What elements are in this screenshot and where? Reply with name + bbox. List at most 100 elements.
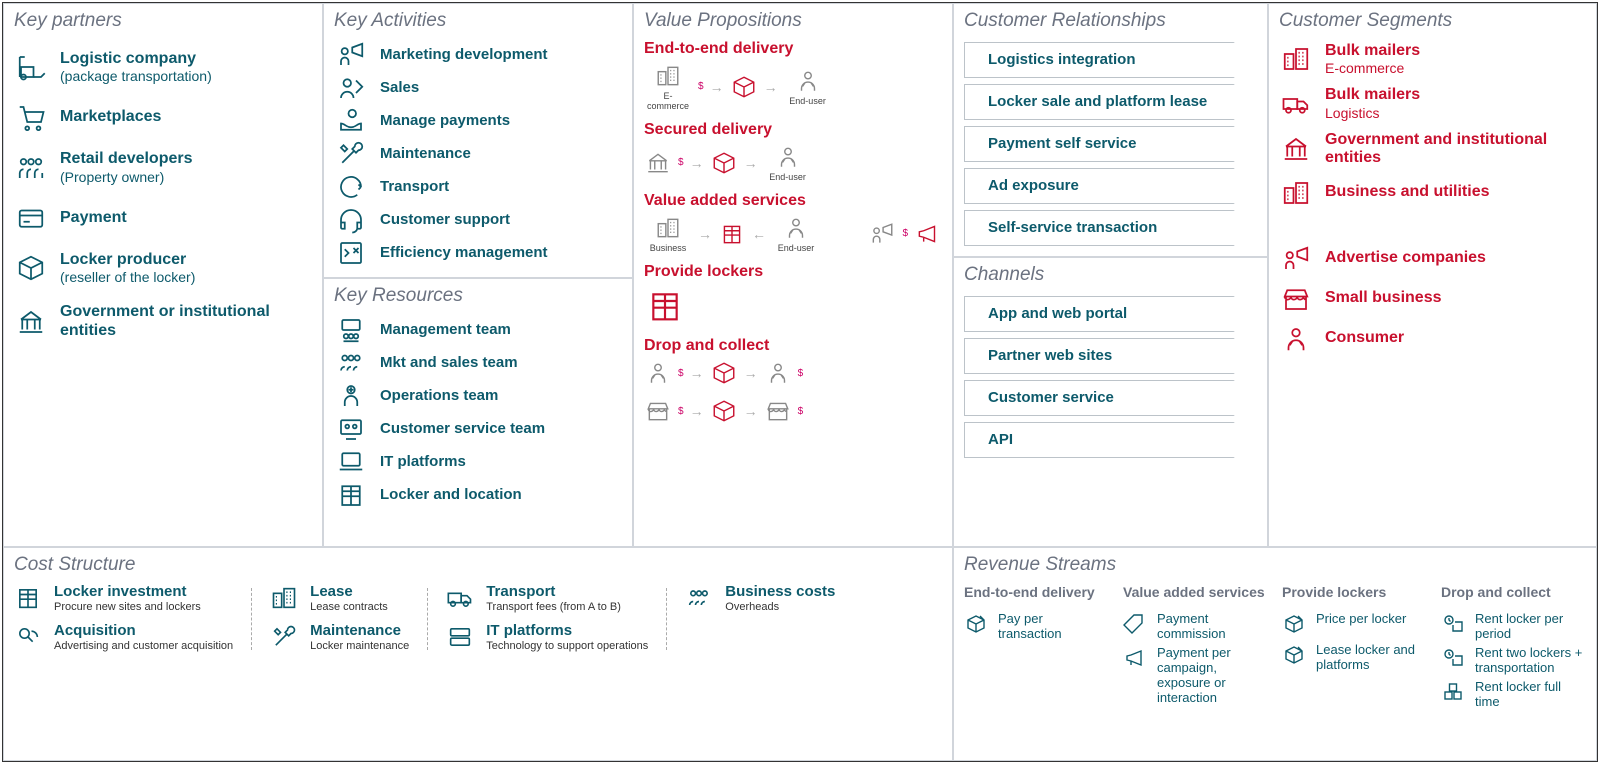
arrow-item: Customer service [964, 378, 1257, 418]
card-icon [14, 203, 48, 233]
cost-structure-title: Cost Structure [14, 554, 942, 576]
acquire-icon [14, 623, 44, 654]
locker-icon [14, 584, 44, 615]
boxes-icon [1441, 680, 1467, 707]
hand-truck-icon [14, 52, 48, 82]
list-item: Bulk mailersE-commerce [1279, 42, 1586, 76]
person-icon [644, 359, 672, 387]
timer-box-icon [1441, 646, 1467, 673]
sales-icon [334, 73, 368, 103]
key-activities-cell: Key Activities Marketing development Sal… [323, 3, 633, 278]
list-item: Payment [14, 203, 312, 233]
key-resources-title: Key Resources [334, 285, 622, 307]
vp-vas-title: Value added services [644, 192, 942, 210]
revenue-item: Payment per campaign, exposure or intera… [1123, 646, 1268, 706]
list-item: Bulk mailersLogistics [1279, 86, 1586, 120]
list-item: Customer support [334, 205, 622, 235]
team-board-icon [334, 315, 368, 345]
tag-icon [1123, 612, 1149, 639]
activities-resources-col: Key Activities Marketing development Sal… [323, 3, 633, 547]
cs-team-icon [334, 414, 368, 444]
list-item: Locker and location [334, 480, 622, 510]
cost-structure-cell: Cost Structure Locker investmentProcure … [3, 547, 953, 761]
list-item: Retail developers(Property owner) [14, 150, 312, 184]
channels-title: Channels [964, 264, 1257, 286]
buildings-icon [654, 62, 682, 90]
person-icon [1279, 324, 1313, 354]
box-tag-icon [964, 612, 990, 639]
revenue-streams-cell: Revenue Streams End-to-end deliveryValue… [953, 547, 1597, 761]
list-item: Transport [334, 172, 622, 202]
list-item: Government and institutional entities [1279, 131, 1586, 168]
box-icon [710, 149, 738, 177]
list-item: Small business [1279, 284, 1586, 314]
megaphone-person-icon [868, 220, 896, 248]
cost-item: MaintenanceLocker maintenance [270, 623, 409, 654]
people-icon [14, 153, 48, 183]
list-item: Manage payments [334, 106, 622, 136]
headset-icon [334, 205, 368, 235]
vp-secured-flow: $→ → End-user [644, 143, 942, 182]
revenue-item: Rent locker per period [1441, 612, 1586, 642]
locker-icon [718, 220, 746, 248]
strategy-icon [334, 238, 368, 268]
arrow-item: Payment self service [964, 124, 1257, 164]
list-item: Management team [334, 315, 622, 345]
person-icon [764, 359, 792, 387]
revenue-col-head: Drop and collect [1441, 584, 1586, 600]
tools-icon [270, 623, 300, 654]
vp-e2e-title: End-to-end delivery [644, 40, 942, 58]
locker-icon [334, 480, 368, 510]
bank-icon [1279, 134, 1313, 164]
revenue-col-head: Provide lockers [1282, 584, 1427, 600]
vp-drop-flow: $ → → $ [644, 359, 942, 387]
buildings-icon [1279, 178, 1313, 208]
bank-icon [14, 307, 48, 337]
megaphone-person-icon [1279, 244, 1313, 274]
value-propositions-title: Value Propositions [644, 10, 942, 32]
megaphone-icon [1123, 646, 1149, 673]
cost-item: LeaseLease contracts [270, 584, 409, 615]
cost-item: AcquisitionAdvertising and customer acqu… [14, 623, 233, 654]
value-propositions-cell: Value Propositions End-to-end delivery E… [633, 3, 953, 547]
list-item: Customer service team [334, 414, 622, 444]
list-item: Business and utilities [1279, 178, 1586, 208]
list-item: IT platforms [334, 447, 622, 477]
revenue-item: Rent two lockers + transportation [1441, 646, 1586, 676]
revenue-item: Pay per transaction [964, 612, 1109, 642]
person-icon [782, 214, 810, 242]
customer-relationships-title: Customer Relationships [964, 10, 1257, 32]
list-item: Efficiency management [334, 238, 622, 268]
timer-box-icon [1441, 612, 1467, 639]
buildings-icon [654, 214, 682, 242]
shop-icon [644, 397, 672, 425]
team-icon [685, 584, 715, 615]
laptop-icon [334, 447, 368, 477]
vp-lockers-title: Provide lockers [644, 263, 942, 281]
relationships-channels-col: Customer Relationships Logistics integra… [953, 3, 1268, 547]
cart-icon [14, 102, 48, 132]
bank-icon [644, 149, 672, 177]
list-item: Consumer [1279, 324, 1586, 354]
key-partners-title: Key partners [14, 10, 312, 32]
box-tag-icon [1282, 612, 1308, 639]
cost-item: Locker investmentProcure new sites and l… [14, 584, 233, 615]
arrow-item: Locker sale and platform lease [964, 82, 1257, 122]
arrow-item: Logistics integration [964, 40, 1257, 80]
arrow-item: App and web portal [964, 294, 1257, 334]
customer-segments-cell: Customer Segments Bulk mailersE-commerce… [1268, 3, 1597, 547]
buildings-icon [270, 584, 300, 615]
list-item: Locker producer(reseller of the locker) [14, 251, 312, 285]
list-item: Government or institutional entities [14, 303, 312, 340]
money-hand-icon [334, 106, 368, 136]
key-activities-title: Key Activities [334, 10, 622, 32]
vp-drop-title: Drop and collect [644, 337, 942, 355]
truck-icon [446, 584, 476, 615]
megaphone-person-icon [334, 40, 368, 70]
business-model-canvas: Key partners Logistic company(package tr… [2, 2, 1598, 762]
box-tag-icon [1282, 643, 1308, 670]
vp-lockers-flow [644, 285, 942, 327]
locker-icon [644, 285, 686, 327]
list-item: Operations team [334, 381, 622, 411]
person-icon [794, 67, 822, 95]
